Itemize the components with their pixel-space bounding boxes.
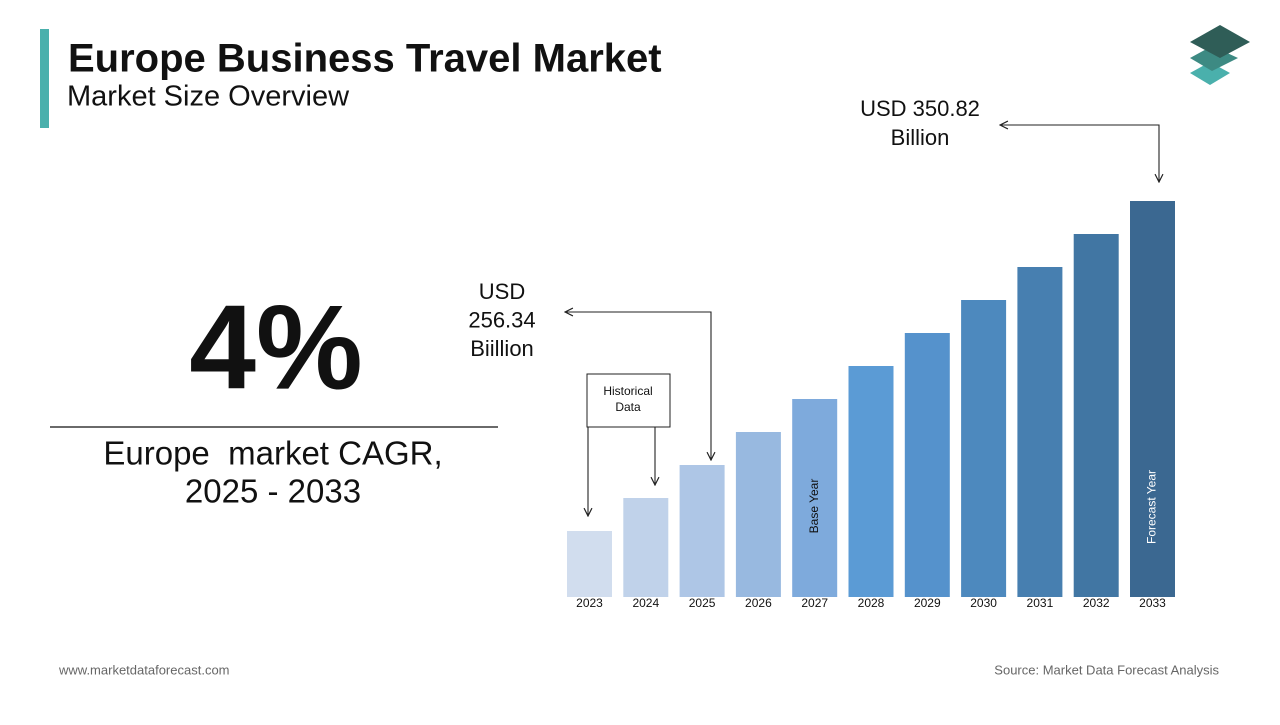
x-tick-label: 2027	[801, 596, 828, 610]
bar	[1130, 201, 1175, 597]
kpi-caption: 2025 - 2033	[185, 473, 361, 510]
logo	[1190, 25, 1250, 85]
end-arrow	[1000, 125, 1159, 182]
bar	[792, 399, 838, 597]
x-tick-label: 2023	[576, 596, 603, 610]
footer-website: www.marketdataforecast.com	[58, 662, 230, 677]
bar	[567, 531, 612, 597]
bar	[848, 366, 894, 597]
x-tick-label: 2025	[689, 596, 716, 610]
kpi-value: 4%	[189, 281, 362, 415]
x-tick-label: 2024	[632, 596, 659, 610]
bar	[961, 300, 1007, 597]
bar	[735, 432, 781, 597]
x-tick-label: 2031	[1027, 596, 1054, 610]
x-tick-label: 2032	[1083, 596, 1110, 610]
footer-source: Source: Market Data Forecast Analysis	[994, 662, 1219, 677]
start-arrow	[565, 312, 711, 460]
end-value-annotation: USD 350.82 Billion	[860, 96, 980, 150]
x-tick-label: 2028	[858, 596, 885, 610]
x-tick-label: 2030	[970, 596, 997, 610]
kpi-caption: Europe market CAGR,	[103, 435, 442, 472]
x-tick-label: 2026	[745, 596, 772, 610]
bar	[1073, 234, 1119, 597]
base-year-label: Base Year	[807, 479, 821, 534]
x-tick-label: 2029	[914, 596, 941, 610]
start-value-annotation: USD 256.34 Biillion	[468, 279, 535, 361]
forecast-year-label: Forecast Year	[1145, 470, 1159, 544]
bar	[904, 333, 950, 597]
bar	[1017, 267, 1063, 597]
chart: 2023 2024 2025 2026 2027 2028 2029 2030 2031 2032…	[468, 96, 1175, 610]
bar	[679, 465, 725, 597]
subtitle: Market Size Overview	[67, 81, 350, 113]
title: Europe Business Travel Market	[68, 37, 662, 81]
accent-bar	[40, 29, 49, 128]
x-tick-label: 2033	[1139, 596, 1166, 610]
bar	[623, 498, 669, 597]
